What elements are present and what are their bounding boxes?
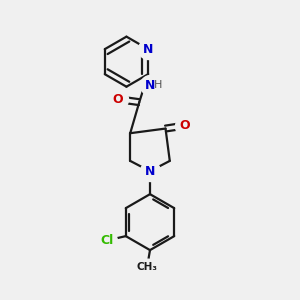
- Text: H: H: [154, 80, 162, 90]
- Text: O: O: [179, 119, 190, 132]
- Text: N: N: [143, 43, 153, 56]
- Text: N: N: [145, 165, 155, 178]
- Text: N: N: [144, 79, 155, 92]
- Text: O: O: [113, 93, 123, 106]
- Text: CH₃: CH₃: [136, 262, 158, 272]
- Text: Cl: Cl: [100, 234, 113, 247]
